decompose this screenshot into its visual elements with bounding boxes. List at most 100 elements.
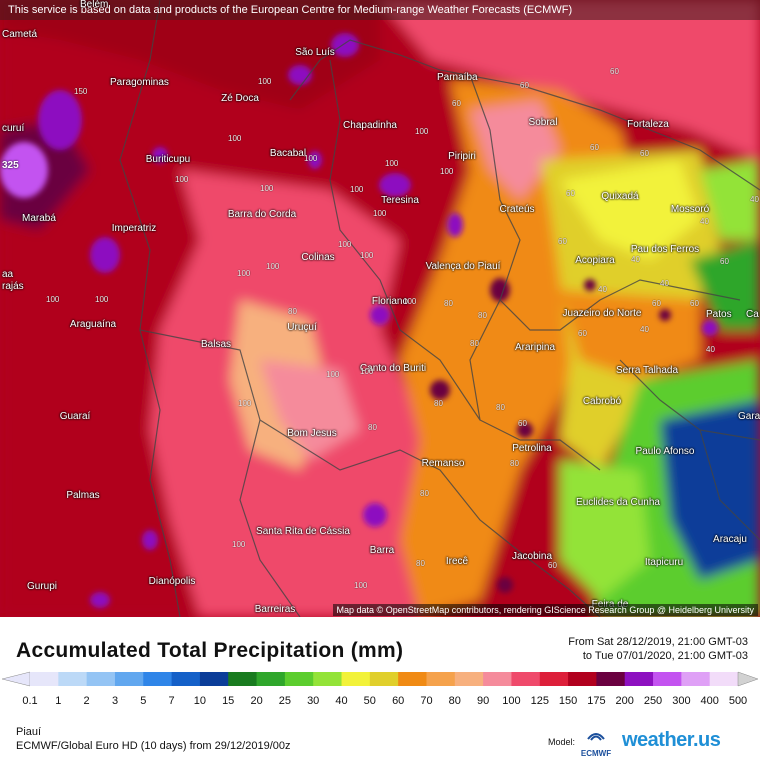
colorbar-tick-label: 1 <box>55 695 62 707</box>
city-label-colinas: Colinas <box>301 253 334 263</box>
city-label-chapadinha: Chapadinha <box>343 121 397 131</box>
city-label-imperatriz: Imperatriz <box>112 224 156 234</box>
city-name: Piripiri <box>448 151 476 162</box>
colorbar-ticks: 0.1 1 2 3 5 7 10 15 20 25 30 40 50 60 70 80 90 100 125 150 1… <box>0 695 760 709</box>
contour-label: 100 <box>403 297 417 306</box>
city-name: Barra do Corda <box>227 209 297 220</box>
brand-text: weather.us <box>622 729 721 751</box>
city-label-palmas: Palmas <box>66 491 99 501</box>
model-run-info: ECMWF/Global Euro HD (10 days) from 29/1… <box>16 740 291 752</box>
city-label-piripiri: Piripiri <box>448 152 476 162</box>
contour-label: 100 <box>354 581 368 590</box>
colorbar-segment <box>653 672 682 686</box>
city-name: Balsas <box>200 339 232 350</box>
colorbar-segment <box>341 672 371 686</box>
precipitation-map[interactable]: This service is based on data and produc… <box>0 0 760 617</box>
city-label-crateus: Crateús <box>499 205 534 215</box>
city-name: Cabrobó <box>582 396 622 407</box>
contour-label: 80 <box>496 403 505 412</box>
contour-label: 100 <box>237 269 251 278</box>
colorbar-segment <box>568 672 597 686</box>
city-label-serra-talhada: Serra Talhada <box>616 366 678 376</box>
colorbar-segment <box>171 672 201 686</box>
city-label-juazeiro-do-norte: Juazeiro do Norte <box>563 309 642 319</box>
city-name: Paragominas <box>110 77 169 88</box>
colorbar-tick-label: 5 <box>140 695 147 707</box>
city-label-ze-doca: Zé Doca <box>221 94 259 104</box>
city-name: Uruçuí <box>287 322 317 333</box>
city-name: Chapadinha <box>343 120 397 131</box>
contour-label: 80 <box>470 339 479 348</box>
colorbar-segment <box>256 672 286 686</box>
contour-label: 100 <box>46 295 60 304</box>
contour-label: 80 <box>510 459 519 468</box>
city-name: Canto do Buriti <box>359 363 427 374</box>
city-label-pau-dos-ferros: Pau dos Ferros <box>631 245 699 255</box>
contour-label: 60 <box>610 67 619 76</box>
city-label-aracaju: Aracaju <box>713 535 747 545</box>
city-label-quixada: Quixadá <box>601 192 638 202</box>
city-name: Floriano <box>371 296 409 307</box>
colorbar-tick-label: 20 <box>250 695 263 707</box>
colorbar-segment <box>313 672 343 686</box>
contour-label: 100 <box>266 262 280 271</box>
city-label-araguaina: Araguaína <box>70 320 116 330</box>
contour-label: 60 <box>558 237 567 246</box>
contour-label: 100 <box>415 127 429 136</box>
contour-label: 40 <box>631 255 640 264</box>
city-name: Imperatriz <box>111 223 157 234</box>
colorbar-tick-label: 30 <box>307 695 320 707</box>
contour-label: 80 <box>420 489 429 498</box>
city-name: rajás <box>2 281 24 292</box>
city-name: São Luís <box>295 47 335 58</box>
map-attribution[interactable]: Map data © OpenStreetMap contributors, r… <box>332 604 758 616</box>
ecmwf-notice-banner: This service is based on data and produc… <box>0 0 760 20</box>
city-name: Barra <box>369 545 395 556</box>
city-label-bom-jesus: Bom Jesus <box>287 429 336 439</box>
city-name: Barreiras <box>254 604 296 615</box>
period-from: From Sat 28/12/2019, 21:00 GMT-03 <box>568 636 748 648</box>
colorbar-segment <box>398 672 427 686</box>
city-label-barra-do-corda: Barra do Corda <box>228 210 296 220</box>
colorbar-segment <box>30 672 59 686</box>
city-label-jacobina: Jacobina <box>512 552 552 562</box>
contour-label: 40 <box>700 217 709 226</box>
city-label-maraba: Marabá <box>22 214 56 224</box>
city-label-cameta: Cametá <box>2 30 37 40</box>
colorbar-tick-label: 150 <box>558 695 578 707</box>
colorbar-segment <box>228 672 258 686</box>
city-name: Remanso <box>421 458 465 469</box>
city-label-itapicuru: Itapicuru <box>645 558 683 568</box>
contour-label: 150 <box>74 87 88 96</box>
weather-us-logo[interactable]: weather.us <box>622 729 721 752</box>
colorbar-segment <box>369 672 399 686</box>
city-name: Jacobina <box>511 551 553 562</box>
colorbar-tick-label: 300 <box>672 695 691 707</box>
legend-panel: Accumulated Total Precipitation (mm) Fro… <box>0 617 760 760</box>
city-label-patos: Patos <box>706 310 732 320</box>
city-label-guarai: Guaraí <box>60 412 91 422</box>
colorbar <box>1 671 759 687</box>
city-name: aa <box>2 269 14 280</box>
forecast-period: From Sat 28/12/2019, 21:00 GMT-03 to Tue… <box>568 635 748 663</box>
city-label-aa: aa <box>2 270 13 280</box>
city-name: Dianópolis <box>148 576 196 587</box>
colorbar-tick-label: 40 <box>335 695 348 707</box>
colorbar-tick-label: 60 <box>392 695 405 707</box>
city-label-acopiara: Acopiara <box>575 256 614 266</box>
colorbar-tick-label: 3 <box>111 695 119 707</box>
city-label-parnaiba: Parnaíba <box>437 73 478 83</box>
city-name: Fortaleza <box>627 119 669 130</box>
colorbar-tick-label: 10 <box>193 695 207 707</box>
region-name: Piauí <box>16 726 42 738</box>
contour-label: 100 <box>232 540 246 549</box>
city-label-remanso: Remanso <box>422 459 465 469</box>
contour-label: 60 <box>652 299 661 308</box>
city-name: Belém <box>80 0 109 10</box>
contour-label: 60 <box>548 561 557 570</box>
colorbar-segment <box>681 672 711 686</box>
city-name: Pau dos Ferros <box>630 244 700 255</box>
contour-label: 100 <box>385 159 399 168</box>
colorbar-segment <box>86 672 116 686</box>
city-label-curui: curuí <box>2 124 24 134</box>
